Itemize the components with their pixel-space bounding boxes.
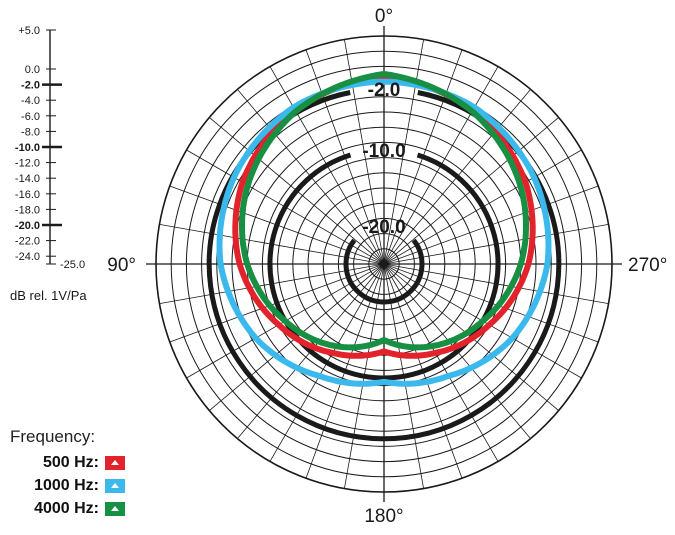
scale-tick-label: -6.0: [21, 111, 40, 123]
bold-ring: [206, 90, 562, 442]
scale-tick-label: -10.0: [15, 142, 40, 154]
legend-label: 4000 Hz: [34, 499, 94, 517]
grid-spoke: [383, 39, 424, 265]
scale-tick-label: -2.0: [21, 80, 40, 92]
db-scale: +5.0 0.0 -2.0 -4.0 -6.0 -8.0 -10.0 -12.0 -14.0 -1…: [10, 25, 87, 303]
scale-tick-label: -12.0: [15, 158, 40, 170]
scale-tick-label: -25.0: [60, 259, 85, 271]
ring-label: -20.0: [362, 217, 405, 238]
polar-labels: -2.0 -10.0 -20.0 0° 90° 180° 270°: [107, 6, 667, 527]
scale-tick-label: -20.0: [15, 220, 40, 232]
scale-tick-label: -8.0: [21, 126, 40, 138]
scale-tick-label: 0.0: [25, 64, 40, 76]
scale-tick-label: -22.0: [15, 236, 40, 248]
scale-tick-label: -4.0: [21, 95, 40, 107]
bold-ring: [343, 238, 425, 305]
center-hub: [380, 260, 388, 268]
legend-swatch-1000hz: [105, 478, 125, 493]
scale-unit-label: dB rel. 1V/Pa: [10, 288, 87, 303]
series-curve-500hz: [232, 74, 536, 359]
scale-tick-label: +5.0: [18, 25, 40, 37]
ring-label: -2.0: [368, 80, 401, 101]
series-curve-4000hz: [239, 71, 529, 351]
legend: Frequency: 500 Hz: 1000 Hz: 4000 Hz:: [10, 427, 140, 520]
polar-curves: [216, 71, 552, 387]
scale-tick-label: -14.0: [15, 173, 40, 185]
bold-ring: [267, 152, 501, 381]
legend-swatch-4000hz: [105, 501, 125, 516]
scale-tick-label: -18.0: [15, 204, 40, 216]
scale-tick-label: -24.0: [15, 251, 40, 263]
legend-item-1000hz: 1000 Hz:: [10, 474, 125, 497]
grid-spoke: [344, 39, 385, 265]
angle-label: 270°: [628, 255, 667, 276]
legend-title: Frequency:: [10, 427, 96, 446]
angle-label: 0°: [375, 6, 393, 27]
angle-label: 90°: [107, 255, 136, 276]
legend-label: 500 Hz: [42, 453, 94, 471]
legend-item-500hz: 500 Hz:: [10, 451, 125, 474]
scale-tick-label: -16.0: [15, 189, 40, 201]
legend-item-4000hz: 4000 Hz:: [10, 497, 125, 520]
angle-label: 180°: [364, 506, 403, 527]
ring-label: -10.0: [362, 141, 405, 162]
legend-swatch-500hz: [105, 455, 125, 470]
legend-label: 1000 Hz: [34, 476, 94, 494]
series-curve-1000hz: [216, 78, 552, 387]
